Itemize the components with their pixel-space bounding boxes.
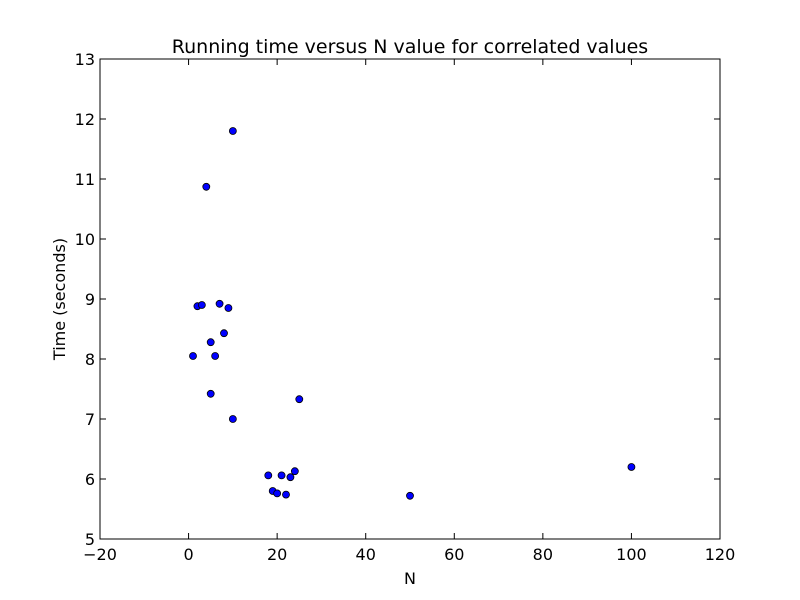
scatter-point xyxy=(277,471,286,480)
scatter-point xyxy=(206,338,215,347)
scatter-point xyxy=(206,389,215,398)
scatter-point xyxy=(264,471,273,480)
y-tick-label: 5 xyxy=(85,530,95,549)
scatter-point xyxy=(290,467,299,476)
scatter-point xyxy=(627,463,636,471)
x-tick-label: 20 xyxy=(267,545,287,564)
scatter-point xyxy=(282,490,290,499)
scatter-point xyxy=(228,415,237,423)
plot-frame xyxy=(99,58,721,540)
x-tick-label: 40 xyxy=(356,545,376,564)
y-axis-label: Time (seconds) xyxy=(50,238,69,361)
x-axis-label: N xyxy=(404,569,416,588)
y-tick-label: 13 xyxy=(75,50,95,69)
y-tick-label: 8 xyxy=(85,350,95,369)
scatter-point xyxy=(273,489,282,498)
chart-title: Running time versus N value for correlat… xyxy=(172,36,648,58)
scatter-point xyxy=(406,491,414,500)
scatter-point xyxy=(189,352,197,360)
scatter-point xyxy=(224,304,233,312)
x-tick-label: 80 xyxy=(533,545,553,564)
scatter-point xyxy=(197,301,206,309)
points-layer xyxy=(189,127,636,500)
scatter-point xyxy=(286,473,295,482)
x-tick-label: −20 xyxy=(83,545,117,564)
x-tick-label: 0 xyxy=(183,545,193,564)
scatter-point xyxy=(215,299,224,308)
y-tick-label: 11 xyxy=(75,170,95,189)
x-tick-label: 60 xyxy=(444,545,464,564)
scatter-point xyxy=(295,395,304,404)
y-tick-label: 6 xyxy=(85,470,95,489)
y-tick-label: 7 xyxy=(85,410,95,429)
y-tick-label: 12 xyxy=(75,110,95,129)
scatter-point xyxy=(228,127,237,135)
scatter-point xyxy=(202,182,211,191)
y-tick-label: 10 xyxy=(75,230,95,249)
ticks-layer: −20 0 20 40 60 80 100 120 5 6 7 8 9 10 11 12 13 xyxy=(75,50,736,564)
y-tick-label: 9 xyxy=(85,290,95,309)
x-tick-label: 120 xyxy=(705,545,736,564)
x-tick-label: 100 xyxy=(616,545,647,564)
scatter-point xyxy=(211,352,220,360)
scatter-point xyxy=(220,329,228,338)
